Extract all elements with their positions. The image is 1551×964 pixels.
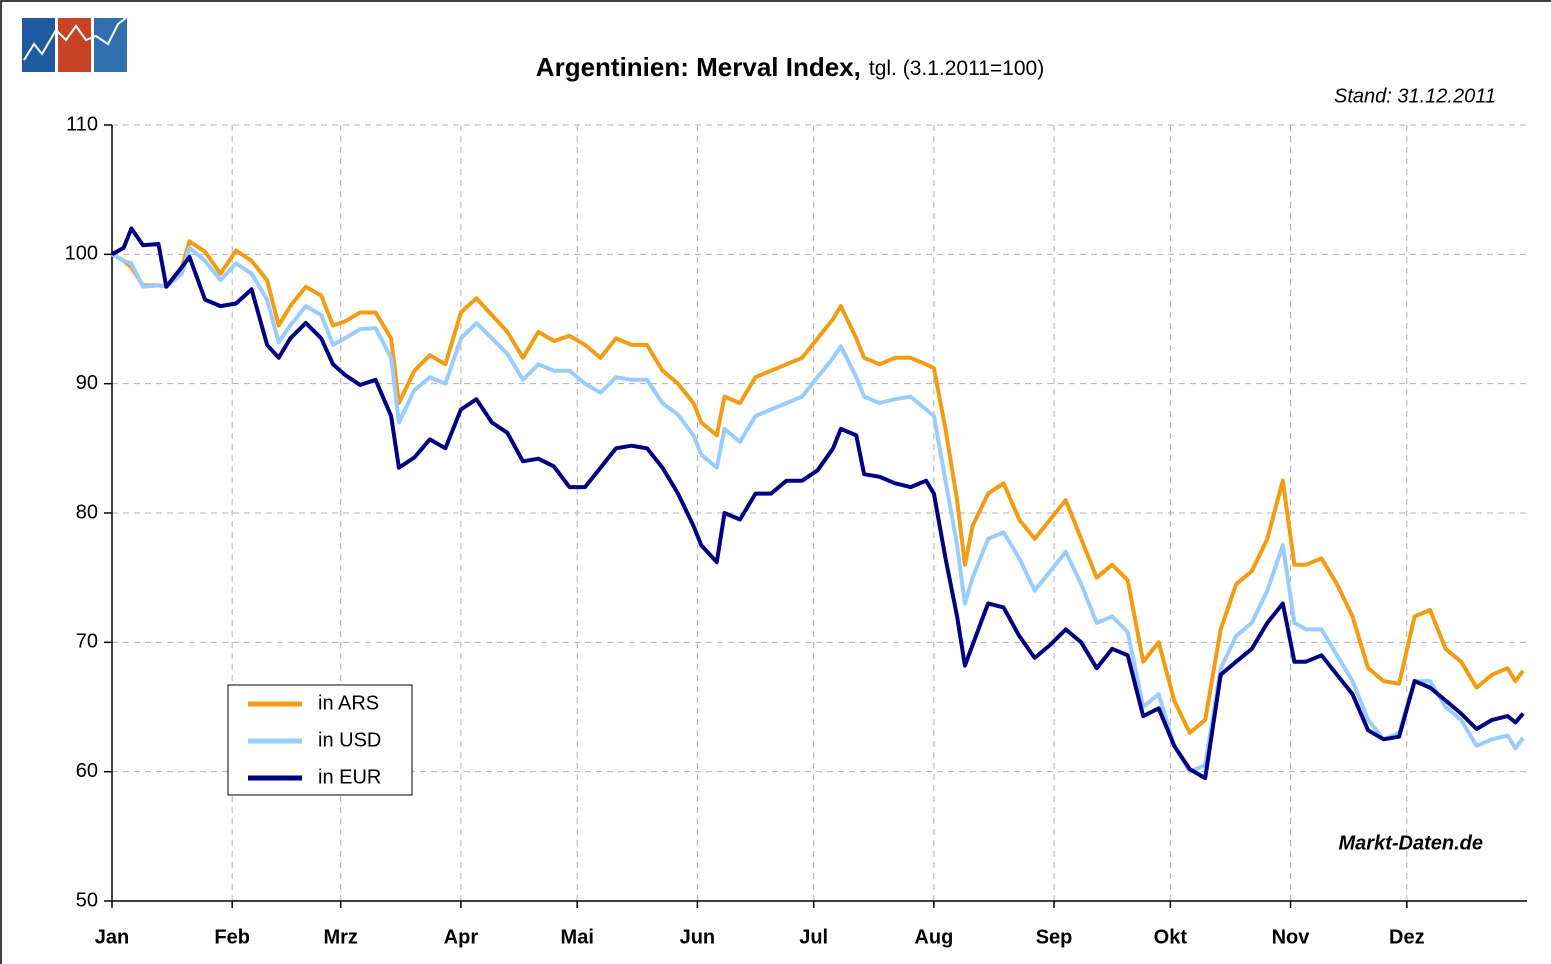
x-tick-label: Dez (1389, 926, 1425, 948)
x-tick-label: Aug (914, 926, 953, 948)
x-tick-label: Feb (214, 926, 250, 948)
source-note: Markt-Daten.de (1339, 832, 1483, 854)
y-tick-label: 80 (76, 501, 98, 523)
x-tick-label: Jul (799, 926, 828, 948)
x-tick-label: Mrz (323, 926, 357, 948)
series-line (111, 226, 1525, 781)
x-tick-label: Apr (444, 926, 479, 948)
legend-label: in ARS (318, 692, 379, 714)
series-line (111, 245, 1525, 774)
y-tick-label: 100 (65, 243, 98, 265)
x-tick-label: Sep (1036, 926, 1073, 948)
x-tick-label: Jan (95, 926, 129, 948)
x-tick-label: Okt (1154, 926, 1188, 948)
logo (22, 17, 127, 72)
title: Argentinien: Merval Index, (536, 52, 861, 82)
series-line (111, 239, 1525, 735)
legend: in ARS in USD in EUR (227, 684, 413, 796)
x-tick-label: Jun (680, 926, 716, 948)
y-tick-label: 90 (76, 372, 98, 394)
lines (111, 226, 1525, 781)
legend-label: in USD (318, 729, 381, 751)
y-tick-label: 70 (76, 631, 98, 653)
y-tick-label: 60 (76, 760, 98, 782)
stand-note: Stand: 31.12.2011 (1334, 85, 1496, 107)
y-tick-label: 110 (66, 113, 98, 135)
x-tick-label: Nov (1272, 926, 1311, 948)
legend-label: in EUR (318, 766, 381, 788)
subtitle: tgl. (3.1.2011=100) (869, 57, 1044, 80)
x-tick-label: Mai (561, 926, 594, 948)
y-tick-label: 50 (76, 889, 98, 911)
chart-title: Argentinien: Merval Index, tgl. (3.1.2011… (536, 52, 1044, 82)
